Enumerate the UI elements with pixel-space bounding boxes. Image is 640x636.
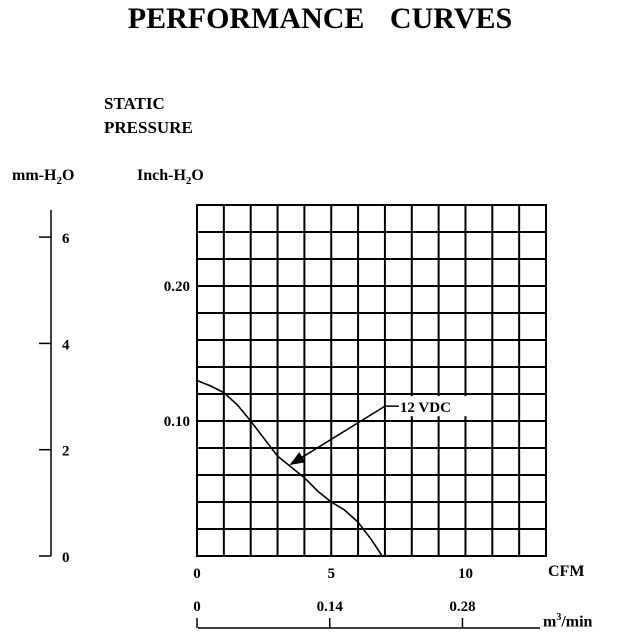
m3-tick-label: 0.14 [317,599,344,615]
mm-unit-suffix: O [61,167,75,184]
x-axis-title: CFM [548,563,585,580]
mm-h2o-unit-label: mm-H2O [12,167,74,187]
series-label-12vdc: 12 VDC [400,400,451,416]
mm-unit-text: mm-H [12,167,57,184]
x-tick-label: 0 [193,566,201,582]
mm-unit-sub: 2 [56,175,62,188]
m3-unit-sup: 3 [556,612,562,623]
series-line-12vdc [196,379,383,557]
x-tick-label: 5 [327,566,335,582]
m3-unit-suffix: /min [561,613,593,631]
mm-tick-label: 2 [62,444,70,460]
annotation-arrow [289,405,386,465]
m3-axis-title: m3/min [543,612,592,631]
y-tick-label: 0.20 [164,279,190,295]
inch-h2o-unit-label: Inch-H2O [137,167,204,187]
inch-unit-text: Inch-H [137,167,186,184]
mm-tick-label: 4 [62,337,70,353]
inch-unit-sub: 2 [185,175,192,188]
annotation-label-bg [398,396,469,417]
y-tick-label: 0.10 [164,414,190,430]
y-axis-title-line-2: PRESSURE [104,118,193,137]
mm-tick-label: 6 [62,231,70,247]
y-axis-title-line-1: STATIC [104,94,165,113]
inch-unit-suffix: O [191,167,204,184]
plot-frame [196,204,547,557]
x-tick-label: 10 [458,566,473,582]
m3-unit-text: m [543,613,557,631]
m3-tick-label: 0.28 [449,599,475,615]
mm-tick-label: 0 [62,550,70,566]
m3-tick-label: 0 [193,599,201,615]
chart-title: PERFORMANCE CURVES [127,2,513,35]
